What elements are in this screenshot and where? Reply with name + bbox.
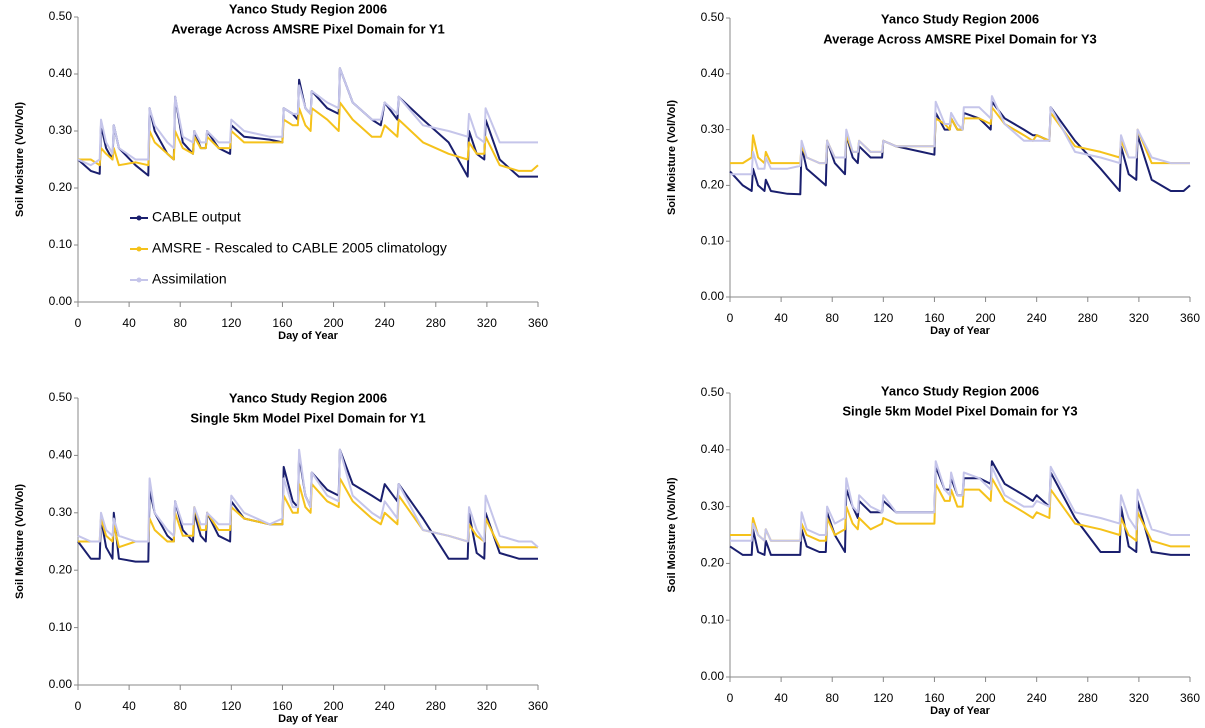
series-line [730, 460, 1190, 542]
y-tick-label: 0.00 [701, 289, 725, 303]
chart-subtitle: Average Across AMSRE Pixel Domain for Y1 [171, 21, 445, 36]
x-axis-label: Day of Year [930, 705, 990, 717]
x-tick-label: 200 [324, 316, 344, 330]
y-tick-label: 0.50 [701, 10, 725, 24]
x-tick-label: 360 [1180, 311, 1200, 325]
x-tick-label: 120 [221, 316, 241, 330]
x-tick-label: 120 [873, 691, 893, 705]
chart-title: Yanco Study Region 2006 [229, 1, 387, 16]
legend-label: AMSRE - Rescaled to CABLE 2005 climatolo… [152, 240, 447, 256]
x-tick-label: 80 [826, 311, 840, 325]
chart-title: Yanco Study Region 2006 [881, 383, 1039, 398]
series-line [77, 448, 538, 563]
x-tick-label: 240 [1027, 311, 1047, 325]
x-tick-label: 80 [174, 316, 188, 330]
x-tick-label: 200 [976, 311, 996, 325]
y-tick-label: 0.40 [701, 66, 725, 80]
chart-panel: Yanco Study Region 2006 Average Across AM… [14, 1, 548, 341]
y-tick-label: 0.10 [701, 233, 725, 247]
y-tick-label: 0.10 [49, 620, 73, 634]
y-axis-label: Soil Moisture (Vol/Vol) [14, 102, 26, 217]
legend-label: Assimilation [152, 271, 227, 287]
y-tick-label: 0.20 [701, 178, 725, 192]
y-tick-label: 0.00 [701, 669, 725, 683]
x-tick-label: 240 [1027, 691, 1047, 705]
y-axis-label: Soil Moisture (Vol/Vol) [666, 477, 678, 592]
x-tick-label: 0 [75, 316, 82, 330]
series-line [77, 67, 538, 167]
x-tick-label: 40 [122, 316, 136, 330]
x-tick-label: 280 [1078, 691, 1098, 705]
x-tick-label: 160 [272, 316, 292, 330]
x-tick-label: 160 [924, 311, 944, 325]
x-tick-label: 0 [75, 699, 82, 713]
x-axis-label: Day of Year [930, 325, 990, 337]
y-tick-label: 0.30 [49, 505, 73, 519]
y-tick-label: 0.20 [49, 562, 73, 576]
chart-panel: Yanco Study Region 2006 Single 5km Model … [14, 390, 548, 725]
y-axis-label: Soil Moisture (Vol/Vol) [666, 100, 678, 215]
series-line [77, 448, 539, 548]
x-tick-label: 240 [375, 316, 395, 330]
x-tick-label: 40 [774, 311, 788, 325]
x-tick-label: 120 [221, 699, 241, 713]
x-tick-label: 80 [174, 699, 188, 713]
x-tick-label: 200 [324, 699, 344, 713]
chart-subtitle: Average Across AMSRE Pixel Domain for Y3 [823, 31, 1097, 46]
legend-label: CABLE output [152, 209, 241, 225]
chart-title: Yanco Study Region 2006 [229, 390, 387, 405]
y-tick-label: 0.50 [49, 9, 73, 23]
y-tick-label: 0.10 [49, 237, 73, 251]
x-tick-label: 0 [727, 691, 734, 705]
x-axis-label: Day of Year [278, 713, 338, 725]
chart-panel: Yanco Study Region 2006 Average Across AM… [666, 10, 1200, 337]
legend-marker [136, 215, 142, 221]
y-tick-label: 0.30 [49, 123, 73, 137]
y-tick-label: 0.10 [701, 612, 725, 626]
chart-subtitle: Single 5km Model Pixel Domain for Y3 [842, 403, 1077, 418]
x-tick-label: 120 [873, 311, 893, 325]
y-tick-label: 0.20 [701, 556, 725, 570]
y-tick-label: 0.30 [701, 122, 725, 136]
x-tick-label: 40 [774, 691, 788, 705]
x-tick-label: 320 [1129, 691, 1149, 705]
x-tick-label: 240 [375, 699, 395, 713]
y-tick-label: 0.30 [701, 499, 725, 513]
x-tick-label: 0 [727, 311, 734, 325]
y-tick-label: 0.50 [701, 385, 725, 399]
x-tick-label: 360 [1180, 691, 1200, 705]
x-axis-label: Day of Year [278, 330, 338, 342]
y-axis-label: Soil Moisture (Vol/Vol) [14, 484, 26, 599]
y-tick-label: 0.00 [49, 677, 73, 691]
y-tick-label: 0.00 [49, 294, 73, 308]
y-tick-label: 0.40 [701, 442, 725, 456]
x-tick-label: 360 [528, 699, 548, 713]
y-tick-label: 0.50 [49, 390, 73, 404]
series-line [730, 95, 1190, 176]
chart-title: Yanco Study Region 2006 [881, 11, 1039, 26]
y-tick-label: 0.20 [49, 180, 73, 194]
x-tick-label: 160 [924, 691, 944, 705]
x-tick-label: 320 [477, 699, 497, 713]
legend-marker [136, 277, 142, 283]
x-tick-label: 160 [272, 699, 292, 713]
x-tick-label: 280 [426, 316, 446, 330]
y-tick-label: 0.40 [49, 66, 73, 80]
x-tick-label: 320 [1129, 311, 1149, 325]
x-tick-label: 80 [826, 691, 840, 705]
x-tick-label: 280 [426, 699, 446, 713]
x-tick-label: 360 [528, 316, 548, 330]
x-tick-label: 200 [976, 691, 996, 705]
chart-panel: Yanco Study Region 2006 Single 5km Model … [666, 383, 1200, 716]
x-tick-label: 40 [122, 699, 136, 713]
legend-marker [136, 246, 142, 252]
chart-subtitle: Single 5km Model Pixel Domain for Y1 [190, 410, 425, 425]
x-tick-label: 320 [477, 316, 497, 330]
y-tick-label: 0.40 [49, 448, 73, 462]
x-tick-label: 280 [1078, 311, 1098, 325]
